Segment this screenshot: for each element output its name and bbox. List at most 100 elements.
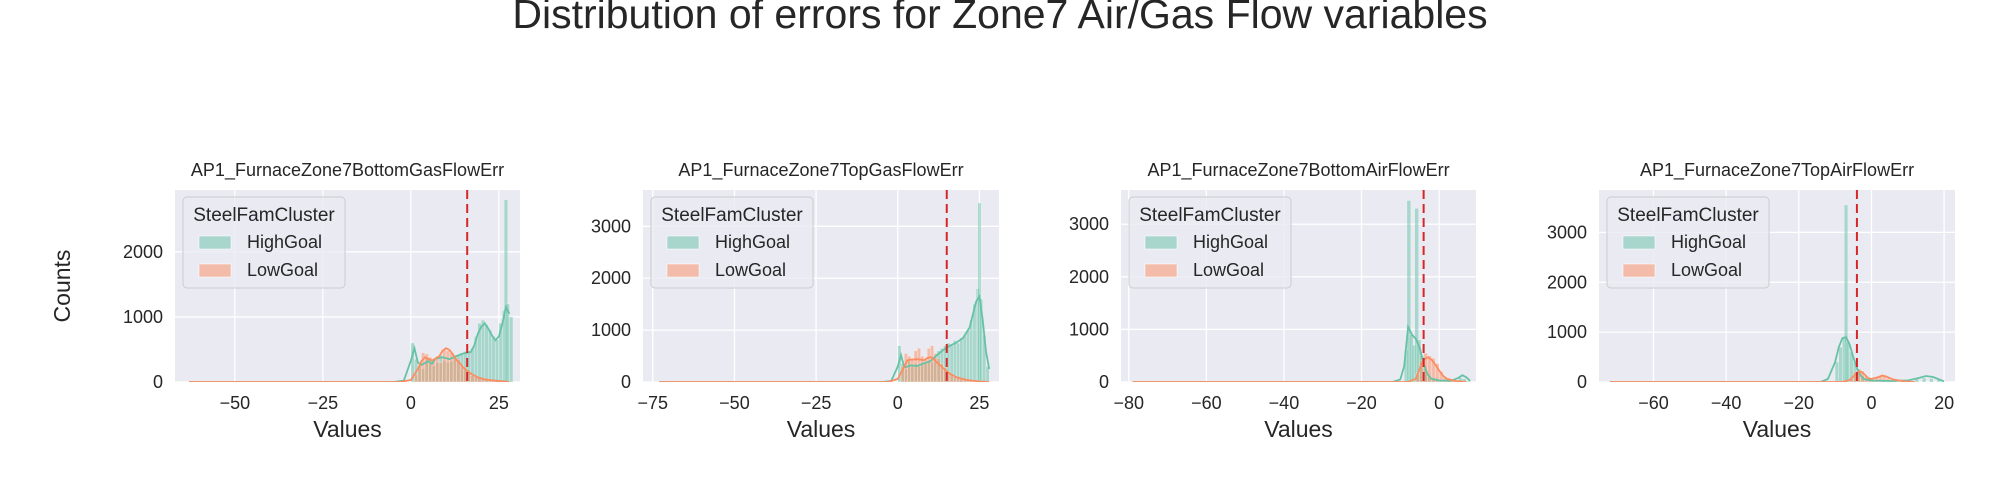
y-tick-label: 0	[1099, 372, 1109, 392]
x-axis-label: Values	[1743, 416, 1812, 442]
kde-line-HighGoal	[189, 304, 511, 382]
histogram-bar	[452, 357, 457, 382]
y-tick-label: 2000	[1069, 267, 1109, 287]
histogram-bar	[435, 355, 440, 382]
legend-swatch-HighGoal	[666, 235, 700, 250]
subplot-2: AP1_FurnaceZone7TopGasFlowErr −75 −50 −25 0 2…	[591, 160, 999, 442]
legend-label-LowGoal: LowGoal	[715, 260, 786, 280]
legend-swatch-HighGoal	[198, 235, 232, 250]
data-layer	[1609, 204, 1945, 382]
y-tick-label: 1000	[591, 320, 631, 340]
legend-swatch-HighGoal	[1622, 235, 1656, 250]
x-axis-label: Values	[787, 416, 856, 442]
legend-label-LowGoal: LowGoal	[247, 260, 318, 280]
histogram-bar	[470, 375, 475, 382]
histogram-bar	[1462, 378, 1467, 382]
x-tick-label: 0	[893, 393, 903, 413]
histogram-bar	[962, 335, 967, 382]
histogram-bar	[442, 349, 447, 382]
kde-line-LowGoal	[659, 356, 990, 382]
y-tick-label: 2000	[123, 242, 163, 262]
legend-title: SteelFamCluster	[1139, 205, 1281, 226]
histogram-bar	[930, 345, 934, 382]
y-tick-label: 3000	[1547, 222, 1587, 242]
histogram-bar	[910, 358, 915, 382]
histogram-bar	[503, 199, 508, 382]
histogram-bar	[491, 336, 496, 382]
y-tick-label: 1000	[1069, 319, 1109, 339]
y-tick-label: 0	[153, 372, 163, 392]
legend-title: SteelFamCluster	[661, 205, 803, 226]
x-tick-label: 25	[489, 393, 509, 413]
kde-line-LowGoal	[1609, 370, 1916, 382]
histogram-bar	[1845, 341, 1850, 382]
figure-title: Distribution of errors for Zone7 Air/Gas…	[512, 0, 1487, 37]
histogram-bar	[484, 324, 489, 382]
kde-line-LowGoal	[189, 347, 510, 382]
legend: SteelFamCluster HighGoal LowGoal	[1128, 196, 1292, 289]
y-tick-label: 2000	[1547, 272, 1587, 292]
legend-label-HighGoal: HighGoal	[1671, 232, 1746, 252]
subplot-1: AP1_FurnaceZone7BottomGasFlowErr −50 −25 0 2…	[49, 160, 520, 442]
histogram-bar	[1414, 208, 1419, 382]
legend-title: SteelFamCluster	[193, 205, 335, 226]
legend-title: SteelFamCluster	[1617, 205, 1759, 226]
y-tick-label: 0	[621, 372, 631, 392]
data-layer	[659, 202, 991, 382]
subplot-title: AP1_FurnaceZone7TopAirFlowErr	[1640, 160, 1914, 181]
x-tick-label: −25	[308, 393, 339, 413]
x-tick-label: 0	[1866, 393, 1876, 413]
legend-swatch-LowGoal	[1144, 263, 1178, 278]
x-axis-label: Values	[1264, 416, 1333, 442]
x-tick-label: 20	[1934, 393, 1954, 413]
y-tick-label: 3000	[1069, 214, 1109, 234]
x-axis-label: Values	[313, 416, 382, 442]
x-tick-label: −60	[1638, 393, 1669, 413]
histogram-bar	[481, 319, 485, 382]
kde-line-HighGoal	[1609, 336, 1945, 382]
data-layer	[189, 199, 514, 382]
legend-label-LowGoal: LowGoal	[1193, 260, 1264, 280]
histogram-bar	[1838, 346, 1843, 382]
x-tick-label: −75	[638, 393, 669, 413]
legend-label-HighGoal: HighGoal	[1193, 232, 1268, 252]
subplots: AP1_FurnaceZone7BottomGasFlowErr −50 −25 0 2…	[49, 160, 1955, 442]
y-tick-label: 2000	[591, 268, 631, 288]
histogram-bar	[445, 350, 450, 382]
y-tick-label: 3000	[591, 216, 631, 236]
x-tick-label: −50	[719, 393, 750, 413]
x-tick-label: −80	[1113, 393, 1144, 413]
histogram-bar	[956, 342, 961, 382]
histogram-bar	[1929, 378, 1934, 382]
x-tick-label: −60	[1191, 393, 1222, 413]
histogram-bar	[926, 348, 931, 382]
y-tick-label: 1000	[123, 307, 163, 327]
legend-swatch-LowGoal	[198, 263, 232, 278]
legend-swatch-LowGoal	[666, 263, 700, 278]
histogram-bar	[985, 366, 990, 382]
legend-label-HighGoal: HighGoal	[715, 232, 790, 252]
data-layer	[1132, 200, 1471, 382]
legend: SteelFamCluster HighGoal LowGoal	[182, 196, 346, 289]
x-tick-label: 0	[1434, 393, 1444, 413]
histogram-bar	[1406, 200, 1412, 382]
x-tick-label: −40	[1711, 393, 1742, 413]
y-tick-label: 1000	[1547, 322, 1587, 342]
x-tick-label: −50	[220, 393, 251, 413]
histogram-bar	[977, 202, 982, 382]
x-tick-label: −40	[1269, 393, 1300, 413]
subplot-title: AP1_FurnaceZone7BottomGasFlowErr	[191, 160, 504, 181]
histogram-bar	[505, 303, 510, 382]
legend-label-LowGoal: LowGoal	[1671, 260, 1742, 280]
x-tick-label: 25	[969, 393, 989, 413]
histogram-bar	[438, 362, 443, 382]
kde-line-HighGoal	[659, 293, 991, 382]
histogram-bar	[488, 329, 493, 382]
subplot-title: AP1_FurnaceZone7TopGasFlowErr	[678, 160, 963, 181]
legend: SteelFamCluster HighGoal LowGoal	[650, 196, 814, 289]
kde-line-HighGoal	[1132, 323, 1471, 382]
subplot-3: AP1_FurnaceZone7BottomAirFlowErr −80 −60 −4…	[1069, 160, 1476, 442]
histogram-bar	[966, 329, 970, 382]
y-axis-label: Counts	[49, 250, 75, 323]
